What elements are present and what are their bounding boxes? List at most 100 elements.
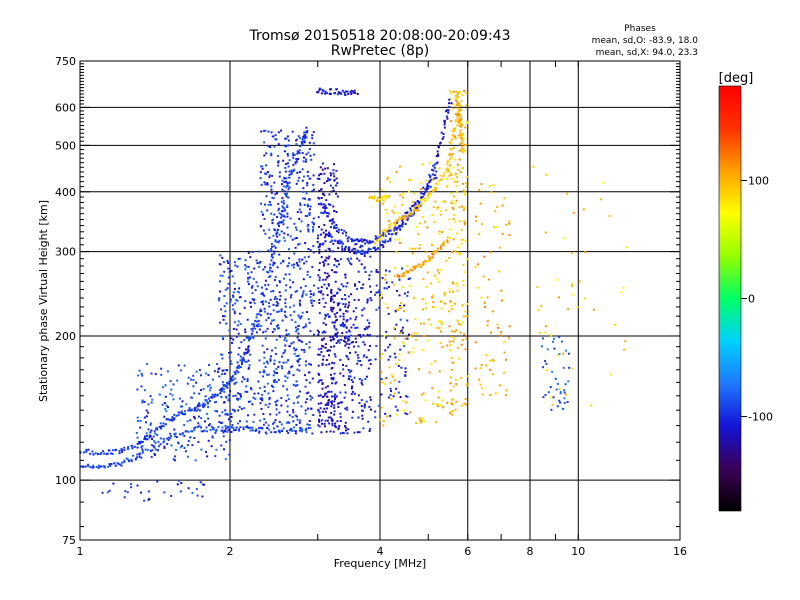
echo-point <box>297 328 299 331</box>
echo-point <box>276 310 279 313</box>
echo-trace-point <box>358 239 361 242</box>
echo-trace-point <box>381 244 384 246</box>
echo-trace-point <box>384 195 387 198</box>
echo-trace-point <box>120 464 123 467</box>
echo-point <box>408 277 411 280</box>
echo-point <box>341 247 344 250</box>
echo-point <box>280 309 283 312</box>
echo-trace-point <box>376 199 379 202</box>
echo-point <box>465 382 468 385</box>
echo-point <box>369 297 372 300</box>
echo-point <box>275 408 278 411</box>
echo-trace-point <box>455 120 458 123</box>
y-tick-label: 750 <box>55 55 76 68</box>
echo-trace-point <box>152 445 155 448</box>
echo-point <box>379 418 381 421</box>
echo-point <box>263 362 266 365</box>
echo-point <box>375 308 378 311</box>
echo-point <box>324 346 327 349</box>
echo-point <box>396 409 399 412</box>
echo-point <box>532 165 535 168</box>
echo-point <box>300 427 303 429</box>
echo-point <box>388 285 390 288</box>
echo-point <box>159 437 162 440</box>
echo-point <box>411 351 414 354</box>
echo-point <box>272 197 275 200</box>
echo-trace-point <box>417 263 420 266</box>
echo-point <box>450 304 453 307</box>
echo-point <box>367 359 370 362</box>
echo-point <box>208 424 210 427</box>
echo-trace-point <box>184 430 187 433</box>
echo-point <box>130 483 132 485</box>
echo-trace-point <box>463 144 466 147</box>
echo-point <box>283 277 285 280</box>
echo-trace-point <box>393 221 396 224</box>
echo-point <box>205 450 207 453</box>
echo-point <box>440 404 443 407</box>
echo-trace-point <box>396 274 399 277</box>
echo-point <box>357 298 360 301</box>
echo-point <box>311 304 314 307</box>
echo-point <box>268 228 271 231</box>
echo-point <box>461 339 464 342</box>
echo-point <box>257 380 260 383</box>
echo-trace-point <box>389 229 392 232</box>
echo-point <box>274 371 277 374</box>
echo-point <box>486 324 489 327</box>
echo-point <box>242 376 244 379</box>
echo-point <box>300 211 303 214</box>
echo-point <box>508 220 511 223</box>
echo-point <box>327 284 330 287</box>
echo-point <box>298 421 301 424</box>
echo-point <box>370 408 372 411</box>
echo-point <box>298 316 301 319</box>
echo-trace-point <box>303 134 306 137</box>
echo-point <box>419 419 422 422</box>
echo-point <box>288 421 291 424</box>
echo-trace-point <box>269 275 272 278</box>
echo-trace-point <box>215 394 218 397</box>
echo-point <box>328 354 330 357</box>
echo-point <box>306 225 309 228</box>
echo-point <box>191 444 194 447</box>
echo-point <box>375 284 378 287</box>
echo-trace-point <box>278 431 281 434</box>
echo-point <box>307 223 310 226</box>
echo-point <box>154 454 156 456</box>
echo-point <box>166 370 169 373</box>
echo-point <box>323 182 326 184</box>
echo-point <box>337 406 340 408</box>
echo-point <box>395 387 398 390</box>
echo-point <box>308 212 311 215</box>
echo-point <box>233 321 236 324</box>
echo-point <box>147 498 150 501</box>
echo-point <box>480 183 483 186</box>
echo-trace-point <box>380 198 383 201</box>
echo-point <box>361 409 363 412</box>
echo-point <box>147 411 149 414</box>
echo-trace-point <box>287 431 290 434</box>
echo-point <box>325 392 328 395</box>
echo-point <box>454 135 456 138</box>
echo-point <box>327 401 330 404</box>
echo-point <box>370 270 373 273</box>
echo-point <box>238 405 241 408</box>
echo-point <box>480 296 483 299</box>
echo-trace-point <box>461 151 464 154</box>
echo-trace-point <box>219 388 222 391</box>
echo-point <box>404 374 407 377</box>
echo-point <box>449 237 452 240</box>
echo-point <box>224 458 227 461</box>
echo-point <box>311 265 314 268</box>
echo-point <box>357 334 360 337</box>
echo-point <box>272 234 275 237</box>
echo-trace-point <box>418 202 421 205</box>
echo-trace-point <box>302 135 305 138</box>
echo-point <box>221 369 224 372</box>
echo-point <box>307 391 310 394</box>
echo-point <box>398 238 401 241</box>
echo-point <box>450 402 453 404</box>
echo-point <box>324 204 327 207</box>
echo-trace-point <box>144 448 147 451</box>
